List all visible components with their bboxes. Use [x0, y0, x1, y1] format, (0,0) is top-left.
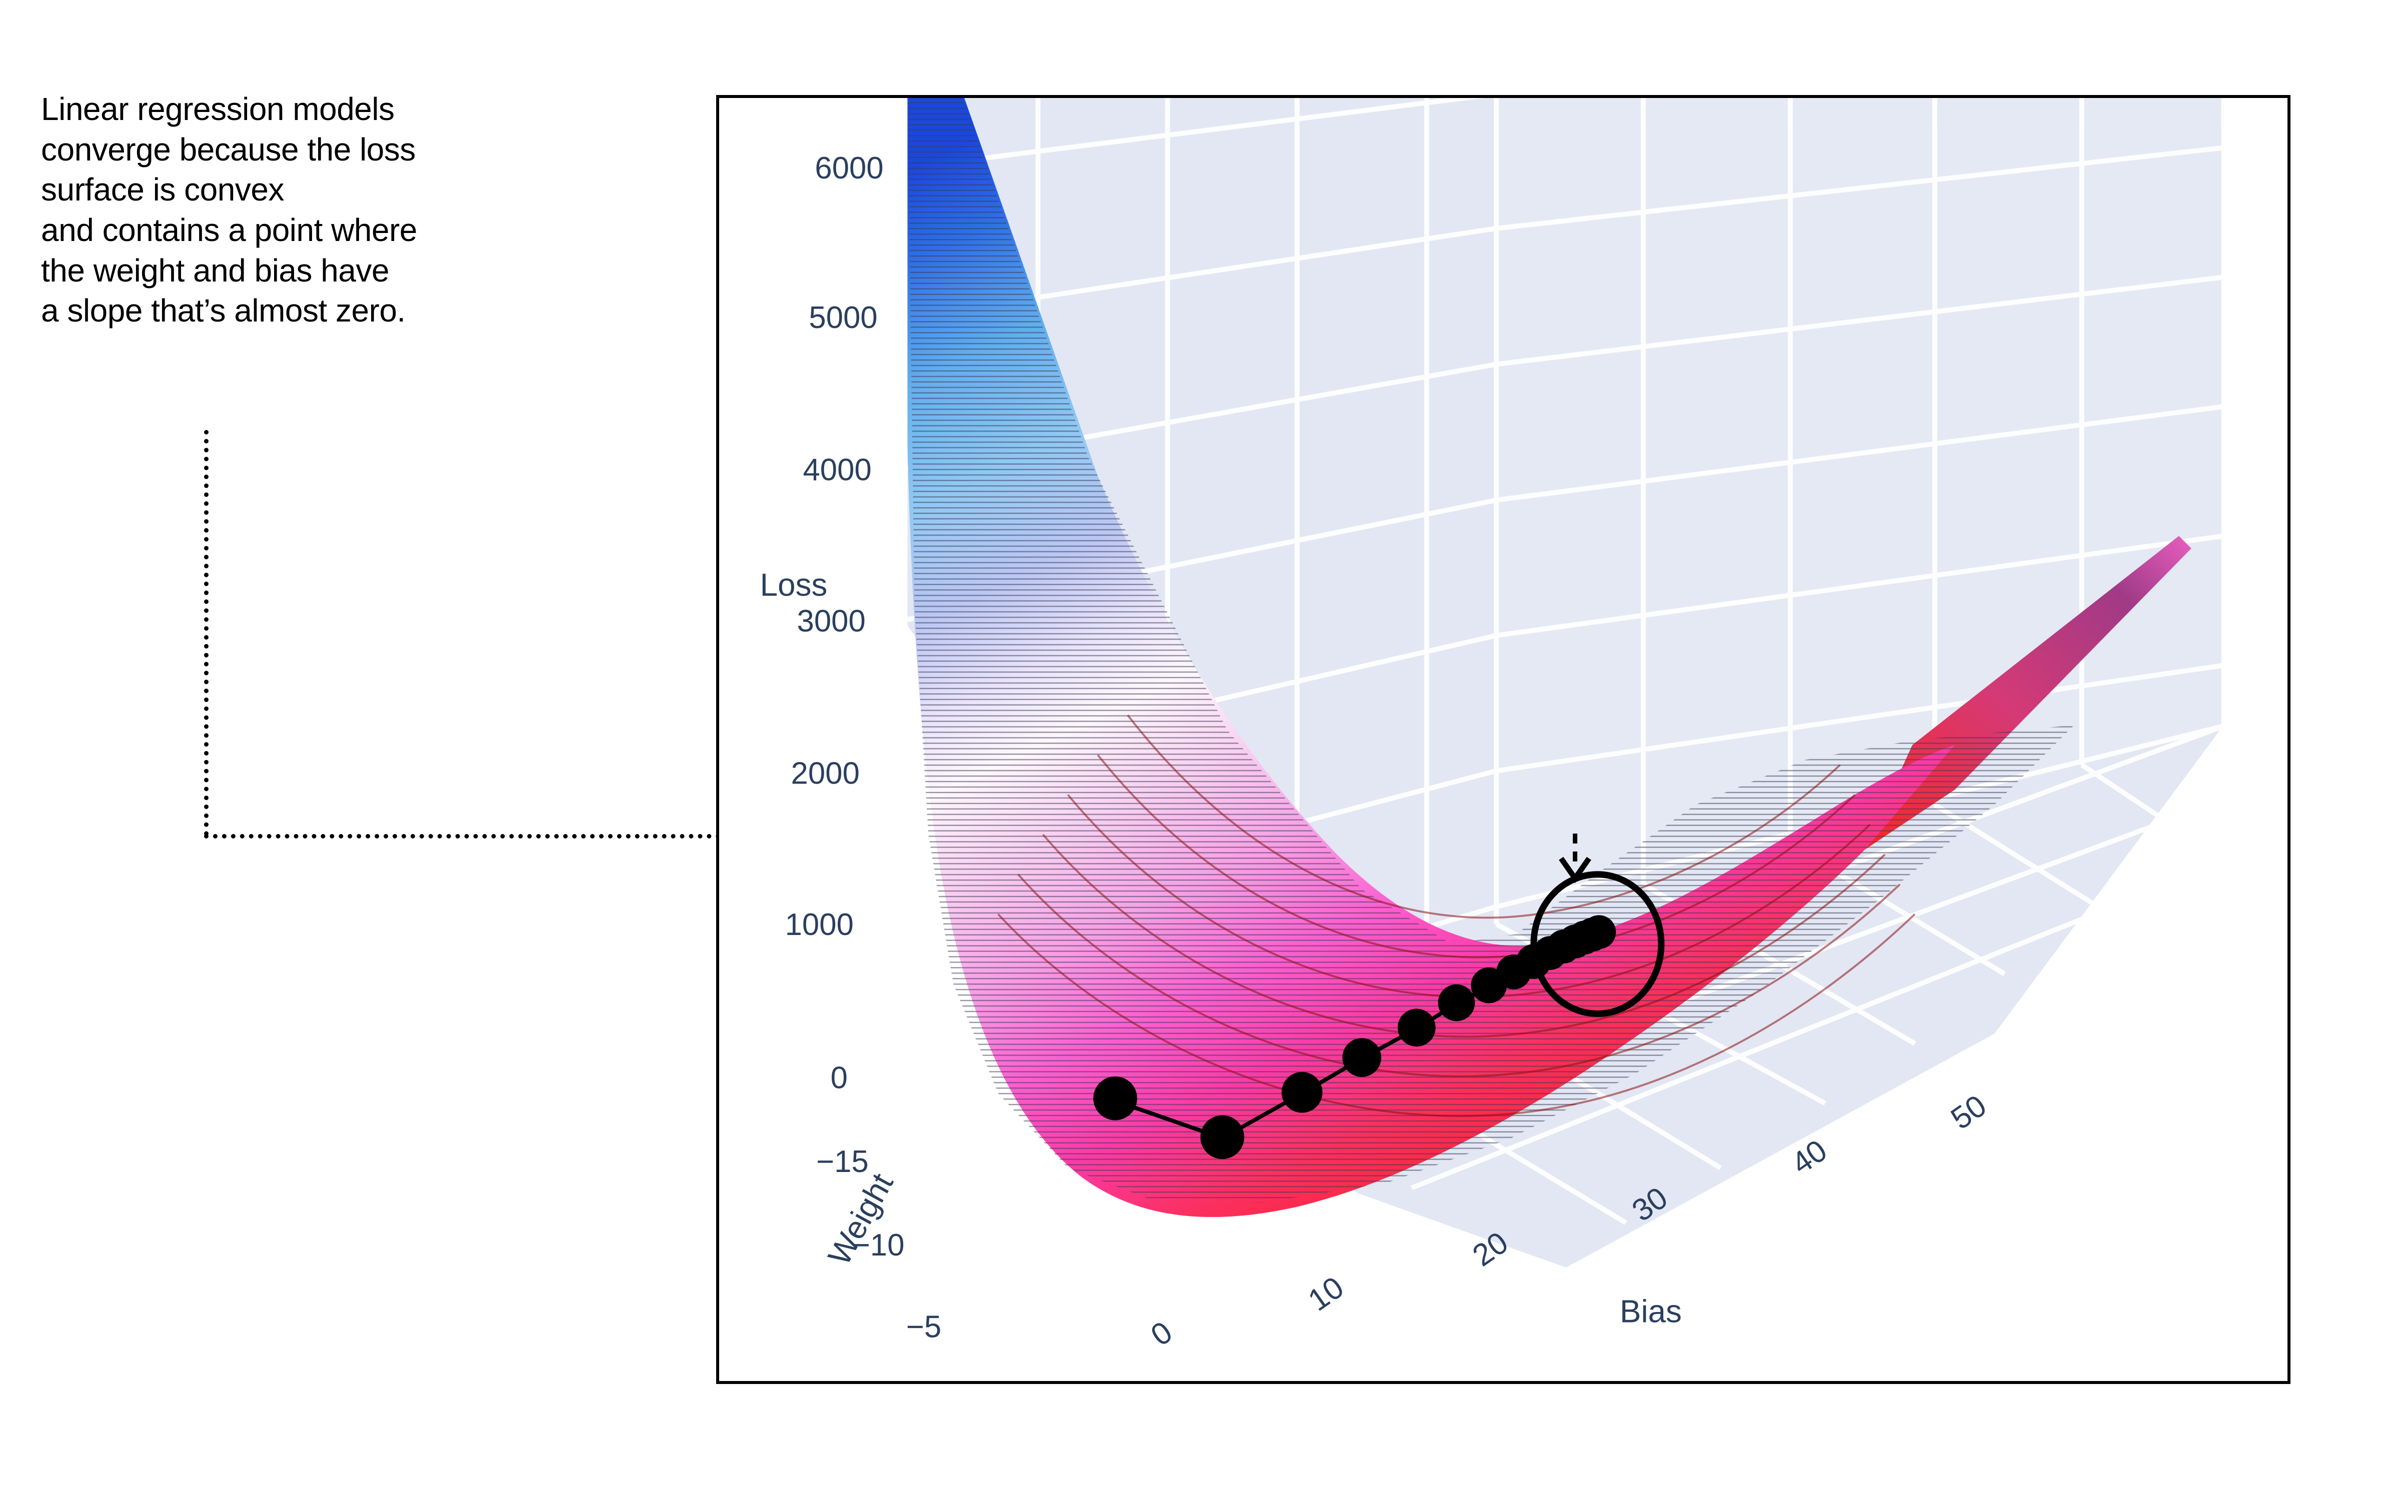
y-axis-ticks: −15 −10 −5 0	[816, 1144, 941, 1344]
svg-text:0: 0	[831, 1061, 848, 1096]
chart-panel: 6000 5000 4000 3000 2000 1000 0 Loss −15…	[716, 95, 2290, 1384]
svg-text:1000: 1000	[785, 908, 854, 942]
x-axis-title: Bias	[1620, 1294, 1682, 1330]
back-wall-right	[1496, 98, 2224, 924]
svg-text:50: 50	[1945, 1088, 1993, 1136]
trajectory-markers	[1093, 915, 1616, 1160]
leader-line-vertical	[204, 430, 209, 836]
z-axis-title: Loss	[760, 566, 828, 602]
svg-text:4000: 4000	[803, 452, 871, 487]
svg-text:2000: 2000	[791, 756, 860, 791]
svg-text:−5: −5	[906, 1310, 941, 1344]
back-wall-left	[907, 98, 1497, 1094]
z-axis-ticks: 6000 5000 4000 3000 2000 1000 0	[785, 151, 884, 1095]
svg-text:6000: 6000	[815, 151, 883, 186]
convergence-highlight-circle	[1530, 871, 1665, 1017]
caption-text: Linear regression models converge becaus…	[41, 91, 417, 329]
svg-text:0: 0	[1145, 1314, 1179, 1352]
svg-text:−10: −10	[852, 1228, 905, 1262]
gradient-descent-path	[1093, 915, 1616, 1160]
down-arrow-icon	[1559, 834, 1591, 884]
svg-text:5000: 5000	[809, 300, 877, 335]
svg-text:3000: 3000	[797, 604, 866, 638]
svg-text:10: 10	[1302, 1270, 1350, 1318]
svg-text:−15: −15	[816, 1144, 869, 1179]
loss-surface-3d-plot: 6000 5000 4000 3000 2000 1000 0 Loss −15…	[760, 98, 2226, 1353]
